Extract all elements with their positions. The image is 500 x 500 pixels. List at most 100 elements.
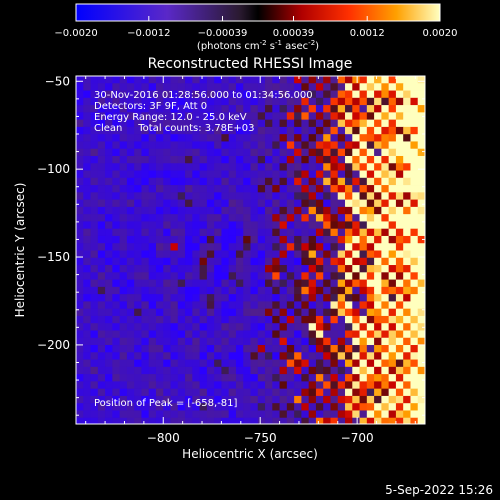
heatmap-cell xyxy=(214,177,222,186)
heatmap-cell xyxy=(83,214,91,222)
heatmap-cell xyxy=(76,279,84,288)
heatmap-cell xyxy=(170,265,179,273)
heatmap-cell xyxy=(228,265,237,273)
heatmap-cell xyxy=(163,315,171,324)
heatmap-cell xyxy=(141,388,150,397)
heatmap-cell xyxy=(359,243,368,251)
heatmap-cell xyxy=(337,185,346,193)
heatmap-cell xyxy=(410,235,419,244)
heatmap-cell xyxy=(163,112,171,121)
heatmap-cell xyxy=(374,403,382,411)
heatmap-cell xyxy=(185,286,193,295)
heatmap-cell xyxy=(97,134,106,142)
heatmap-cell xyxy=(112,286,121,295)
heatmap-cell xyxy=(395,228,404,237)
heatmap-cell xyxy=(192,126,200,135)
heatmap-cell xyxy=(235,83,244,91)
heatmap-cell xyxy=(185,359,193,368)
x-axis-ticks: −800 −750 −700 xyxy=(85,76,416,445)
heatmap-cell xyxy=(359,366,368,375)
heatmap-cell xyxy=(250,366,259,375)
heatmap-cell xyxy=(177,345,186,353)
heatmap-cell xyxy=(90,243,99,251)
heatmap-cell xyxy=(337,148,346,157)
heatmap-cell xyxy=(417,243,425,251)
heatmap-cell xyxy=(323,294,331,302)
heatmap-cell xyxy=(112,417,121,424)
heatmap-cell xyxy=(243,345,251,353)
heatmap-cell xyxy=(417,417,425,424)
heatmap-cell xyxy=(192,286,200,295)
heatmap-cell xyxy=(228,257,237,266)
heatmap-cell xyxy=(410,345,419,353)
heatmap-cell xyxy=(141,221,150,230)
heatmap-cell xyxy=(374,294,382,302)
heatmap-cell xyxy=(243,126,251,135)
heatmap-cell xyxy=(301,272,310,280)
heatmap-cell xyxy=(308,119,317,128)
heatmap-cell xyxy=(403,279,411,288)
heatmap-cell xyxy=(359,141,368,150)
heatmap-cell xyxy=(177,177,186,186)
heatmap-cell xyxy=(403,97,411,106)
heatmap-cell xyxy=(366,141,375,150)
heatmap-cell xyxy=(337,279,346,288)
heatmap-cell xyxy=(206,395,215,404)
heatmap-cell xyxy=(141,134,150,142)
heatmap-cell xyxy=(294,76,302,84)
heatmap-cell xyxy=(395,395,404,404)
heatmap-cell xyxy=(286,148,295,157)
heatmap-cell xyxy=(410,170,419,179)
heatmap-cell xyxy=(286,337,295,346)
heatmap-cell xyxy=(265,199,273,208)
heatmap-cell xyxy=(155,381,164,390)
heatmap-cell xyxy=(308,148,317,157)
heatmap-cell xyxy=(395,243,404,251)
heatmap-cell xyxy=(345,141,353,150)
heatmap-cell xyxy=(337,374,346,382)
heatmap-cell xyxy=(148,345,157,353)
heatmap-cell xyxy=(134,337,142,346)
heatmap-cell xyxy=(126,366,135,375)
heatmap-cell xyxy=(330,221,339,230)
heatmap-cell xyxy=(403,214,411,222)
heatmap-cell xyxy=(170,97,179,106)
heatmap-cell xyxy=(366,330,375,339)
heatmap-cell xyxy=(265,170,273,179)
heatmap-cell xyxy=(134,199,142,208)
heatmap-cell xyxy=(206,403,215,411)
heatmap-cell xyxy=(192,374,200,382)
heatmap-cell xyxy=(323,374,331,382)
heatmap-cell xyxy=(395,206,404,215)
heatmap-cell xyxy=(214,105,222,113)
heatmap-cell xyxy=(345,294,353,302)
heatmap-cell xyxy=(192,337,200,346)
heatmap-cell xyxy=(366,388,375,397)
heatmap-cell xyxy=(352,381,360,390)
heatmap-cell xyxy=(76,148,84,157)
heatmap-cell xyxy=(105,90,113,99)
heatmap-cell xyxy=(177,359,186,368)
heatmap-cell xyxy=(214,272,222,280)
heatmap-cell xyxy=(199,279,208,288)
heatmap-cell xyxy=(126,359,135,368)
heatmap-cell xyxy=(228,126,237,135)
heatmap-cell xyxy=(337,243,346,251)
heatmap-cell xyxy=(199,185,208,193)
heatmap-cell xyxy=(119,359,128,368)
heatmap-cell xyxy=(366,155,375,164)
heatmap-cell xyxy=(381,243,390,251)
heatmap-cell xyxy=(83,323,91,331)
heatmap-cell xyxy=(214,395,222,404)
heatmap-cell xyxy=(345,250,353,259)
y-tick-label: −50 xyxy=(45,74,70,88)
heatmap-cell xyxy=(97,286,106,295)
heatmap-cell xyxy=(83,417,91,424)
heatmap-cell xyxy=(388,134,397,142)
heatmap-cell xyxy=(141,83,150,91)
heatmap-cell xyxy=(381,177,390,186)
heatmap-cell xyxy=(403,105,411,113)
heatmap-cell xyxy=(366,206,375,215)
heatmap-cell xyxy=(235,155,244,164)
heatmap-cell xyxy=(410,134,419,142)
